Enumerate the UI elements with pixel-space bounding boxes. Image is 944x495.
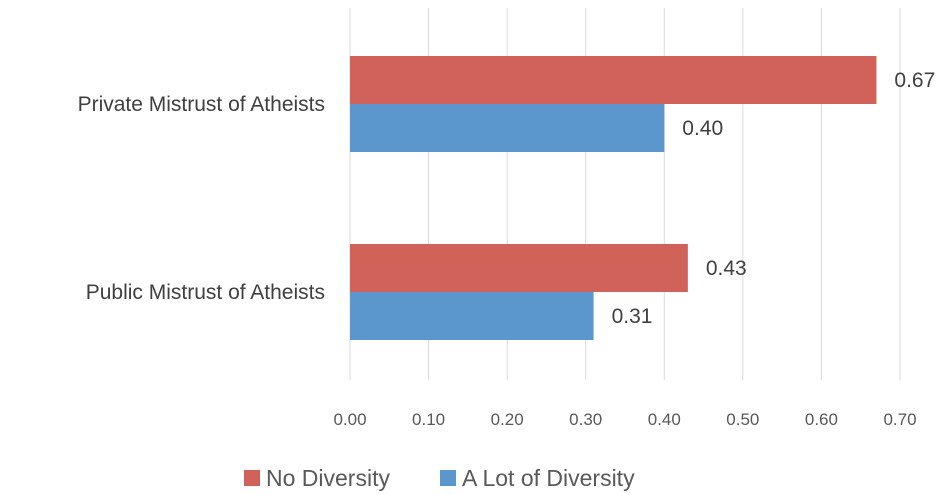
legend-swatch-a-lot-of-diversity — [440, 470, 456, 486]
bar-a-lot-of-diversity — [350, 104, 665, 152]
x-tick-labels: 0.00 0.10 0.20 0.30 0.40 0.50 0.60 0.70 — [333, 410, 916, 429]
x-tick-label: 0.60 — [805, 410, 838, 429]
category-label: Public Mistrust of Atheists — [86, 281, 325, 304]
data-labels: 0.67 0.40 0.43 0.31 — [612, 69, 936, 328]
bar-no-diversity — [350, 56, 877, 104]
x-tick-label: 0.40 — [648, 410, 681, 429]
legend: No Diversity A Lot of Diversity — [244, 465, 635, 491]
data-label: 0.43 — [706, 257, 747, 280]
bars — [350, 56, 877, 340]
x-tick-label: 0.10 — [412, 410, 445, 429]
x-tick-label: 0.50 — [726, 410, 759, 429]
x-tick-label: 0.00 — [333, 410, 366, 429]
category-labels: Private Mistrust of Atheists Public Mistr… — [78, 93, 325, 304]
data-label: 0.67 — [894, 69, 935, 92]
bar-no-diversity — [350, 244, 688, 292]
data-label: 0.31 — [612, 305, 653, 328]
legend-label: A Lot of Diversity — [462, 465, 635, 491]
legend-label: No Diversity — [266, 465, 390, 491]
x-tick-label: 0.30 — [569, 410, 602, 429]
bar-a-lot-of-diversity — [350, 292, 594, 340]
x-tick-label: 0.70 — [883, 410, 916, 429]
x-tick-label: 0.20 — [491, 410, 524, 429]
category-label: Private Mistrust of Atheists — [78, 93, 325, 116]
data-label: 0.40 — [682, 117, 723, 140]
legend-swatch-no-diversity — [244, 470, 260, 486]
